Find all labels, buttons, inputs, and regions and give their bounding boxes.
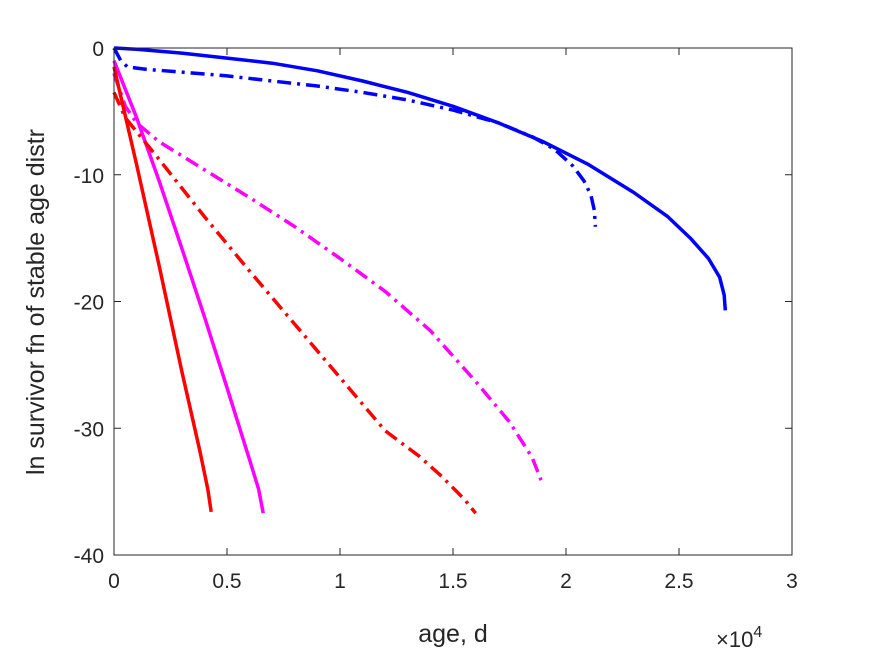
- y-tick-label: -30: [74, 418, 104, 441]
- y-axis-label: ln survivor fn of stable age distr: [22, 129, 50, 475]
- x-tick-label: 1.5: [438, 570, 467, 593]
- y-axis-ticks: 0 -10 -20 -30 -40: [74, 38, 792, 568]
- x-axis-label: age, d: [418, 620, 488, 648]
- x-exponent-label: ×104: [716, 624, 762, 652]
- series-line-3: [112, 60, 265, 514]
- x-tick-label: 2.5: [664, 570, 693, 593]
- y-tick-label: -10: [74, 165, 104, 188]
- series-line-5: [112, 66, 213, 513]
- x-tick-label: 1: [334, 570, 346, 593]
- x-axis-ticks: 0 0.5 1 1.5 2 2.5 3: [108, 48, 798, 593]
- x-exponent-base: ×10: [716, 627, 753, 652]
- y-tick-label: 0: [92, 38, 104, 61]
- plot-background: [114, 48, 792, 555]
- series-line-4: [112, 72, 543, 481]
- y-tick-label: -40: [74, 545, 104, 568]
- series-line-2: [112, 47, 598, 227]
- x-tick-label: 2: [560, 570, 572, 593]
- y-tick-label: -20: [74, 292, 104, 315]
- x-exponent-power: 4: [753, 624, 762, 641]
- series-line-6: [112, 91, 477, 515]
- x-tick-label: 3: [786, 570, 798, 593]
- x-tick-label: 0: [108, 570, 120, 593]
- x-tick-label: 0.5: [212, 570, 241, 593]
- series-layer: [112, 46, 728, 515]
